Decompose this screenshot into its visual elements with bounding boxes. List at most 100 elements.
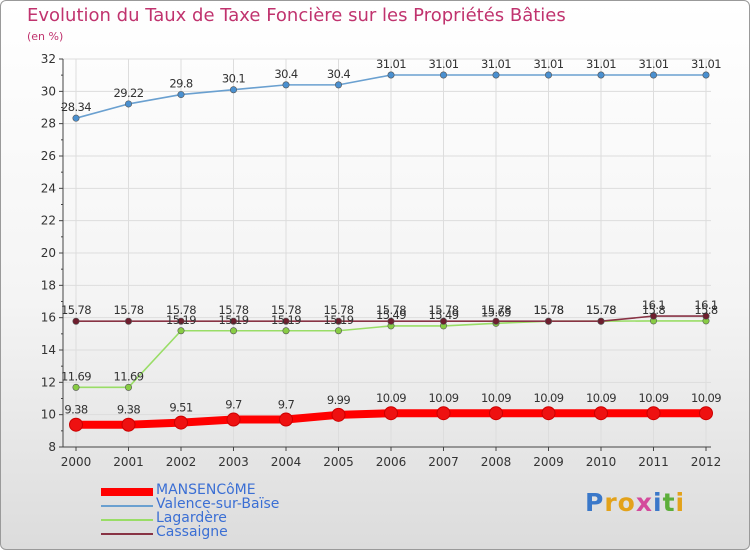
data-point: [436, 406, 451, 421]
data-point: [384, 406, 398, 421]
y-tick-label: 24: [41, 181, 56, 195]
data-label: 9.7: [225, 398, 242, 412]
x-tick-label: 2012: [691, 455, 722, 469]
data-point: [646, 406, 661, 421]
data-label: 10.09: [376, 391, 406, 405]
data-point: [597, 317, 605, 325]
data-point: [387, 317, 395, 325]
logo-letter: P: [585, 488, 605, 517]
data-point: [125, 100, 133, 108]
axes: 8 10 12 14 16 18 20 22 24 26 28 30 32 2000 2001 2002 200…: [41, 52, 722, 469]
data-label: 15.78: [166, 303, 196, 317]
data-point: [230, 317, 238, 325]
y-unit-label: (en %): [27, 30, 64, 43]
x-tick-label: 2011: [638, 455, 669, 469]
data-label: 30.1: [222, 72, 245, 86]
data-label: 31.01: [429, 57, 459, 71]
data-point: [331, 407, 346, 422]
data-label: 15.78: [429, 303, 459, 317]
y-tick-label: 10: [41, 408, 56, 422]
data-point: [174, 415, 188, 430]
x-tick-label: 2000: [61, 455, 92, 469]
data-label: 15.19: [324, 313, 354, 327]
legend-swatch: [101, 533, 153, 535]
x-tick-label: 2008: [481, 455, 512, 469]
x-tick-label: 2009: [533, 455, 564, 469]
data-label: 15.8: [642, 303, 665, 317]
grid: [63, 58, 711, 448]
legend-label: Lagardère: [156, 510, 227, 526]
data-label: 15.78: [271, 303, 301, 317]
data-point: [177, 317, 185, 325]
data-label: 10.09: [639, 391, 669, 405]
data-label: 10.09: [691, 391, 721, 405]
data-label: 15.78: [534, 303, 564, 317]
legend-label: Valence-sur-Baïse: [156, 496, 280, 512]
y-tick-label: 8: [48, 440, 56, 454]
data-label: 15.78: [61, 303, 91, 317]
data-label: 10.09: [586, 391, 616, 405]
data-point: [72, 114, 80, 122]
data-label: 31.01: [376, 57, 406, 71]
logo-letter: i: [675, 488, 686, 517]
logo-letter: o: [617, 488, 636, 517]
logo-letter: r: [604, 488, 618, 517]
data-point: [489, 406, 503, 421]
data-point: [544, 317, 552, 325]
data-label: 28.34: [61, 100, 91, 114]
data-point: [702, 312, 710, 320]
x-tick-label: 2004: [271, 455, 302, 469]
data-point: [699, 406, 713, 421]
y-tick-label: 20: [41, 246, 56, 260]
x-tick-label: 2005: [323, 455, 354, 469]
data-point: [439, 317, 447, 325]
data-point: [121, 417, 136, 432]
legend-label: Cassaigne: [156, 524, 228, 540]
data-point: [492, 71, 500, 79]
data-point: [72, 317, 80, 325]
data-point: [282, 81, 290, 89]
data-label: 15.19: [271, 313, 301, 327]
data-label: 10.09: [429, 391, 459, 405]
data-label: 15.19: [219, 313, 249, 327]
data-point: [230, 86, 238, 94]
data-label: 10.09: [534, 391, 564, 405]
data-label: 15.78: [324, 303, 354, 317]
data-label: 31.01: [691, 57, 721, 71]
data-point: [544, 71, 552, 79]
y-tick-label: 30: [41, 84, 56, 98]
data-point: [387, 71, 395, 79]
series-layer: [69, 71, 713, 432]
data-label: 15.78: [114, 303, 144, 317]
data-point: [125, 317, 133, 325]
data-label: 16.1: [694, 298, 717, 312]
data-point: [702, 71, 710, 79]
legend-swatch: [101, 519, 153, 521]
data-label: 9.51: [169, 401, 192, 415]
data-point: [334, 81, 342, 89]
chart-title: Evolution du Taux de Taxe Foncière sur l…: [27, 5, 566, 26]
x-tick-label: 2001: [113, 455, 144, 469]
y-tick-label: 22: [41, 214, 56, 228]
data-label: 31.01: [481, 57, 511, 71]
data-point: [334, 327, 342, 335]
y-tick-label: 32: [41, 52, 56, 66]
data-point: [226, 412, 241, 427]
y-tick-label: 14: [41, 343, 56, 357]
data-label: 15.78: [534, 303, 564, 317]
legend-label: MANSENCôME: [156, 482, 256, 498]
data-point: [279, 412, 293, 427]
data-label: 16.1: [642, 298, 665, 312]
data-label: 31.01: [534, 57, 564, 71]
logo-letter: i: [653, 488, 663, 517]
data-point: [282, 327, 290, 335]
logo-letter: x: [635, 488, 653, 517]
data-label: 30.4: [274, 67, 297, 81]
data-label: 15.49: [376, 308, 406, 322]
proxiti-logo: Proxiti: [585, 488, 685, 517]
data-label: 31.01: [639, 57, 669, 71]
data-point: [597, 71, 605, 79]
line-chart: 8 10 12 14 16 18 20 22 24 26 28 30 32 2000 2001 2002 200…: [41, 52, 722, 469]
data-label: 15.19: [166, 313, 196, 327]
data-point: [334, 317, 342, 325]
